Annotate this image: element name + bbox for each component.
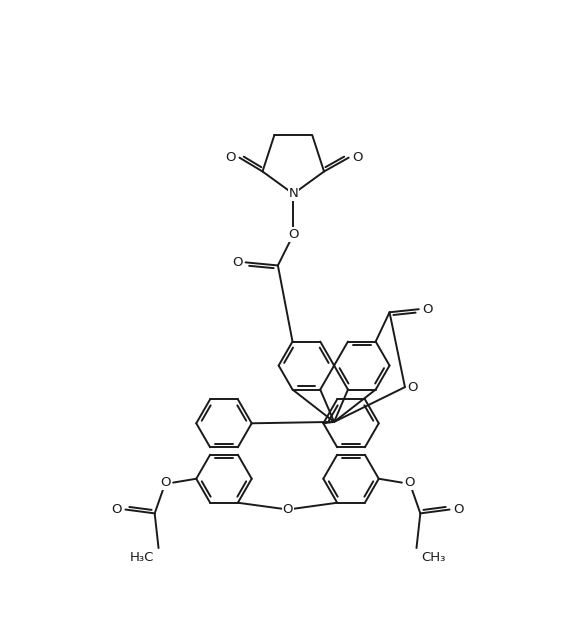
Text: O: O <box>407 381 418 394</box>
Text: O: O <box>404 476 415 489</box>
Text: O: O <box>422 303 433 316</box>
Text: N: N <box>288 188 298 200</box>
Text: H₃C: H₃C <box>130 551 154 564</box>
Text: O: O <box>283 503 293 516</box>
Text: O: O <box>453 503 463 516</box>
Text: O: O <box>352 151 362 164</box>
Text: O: O <box>288 228 298 241</box>
Text: O: O <box>232 256 242 269</box>
Text: O: O <box>112 503 122 516</box>
Text: CH₃: CH₃ <box>421 551 445 564</box>
Text: O: O <box>226 151 236 164</box>
Text: O: O <box>160 476 171 489</box>
